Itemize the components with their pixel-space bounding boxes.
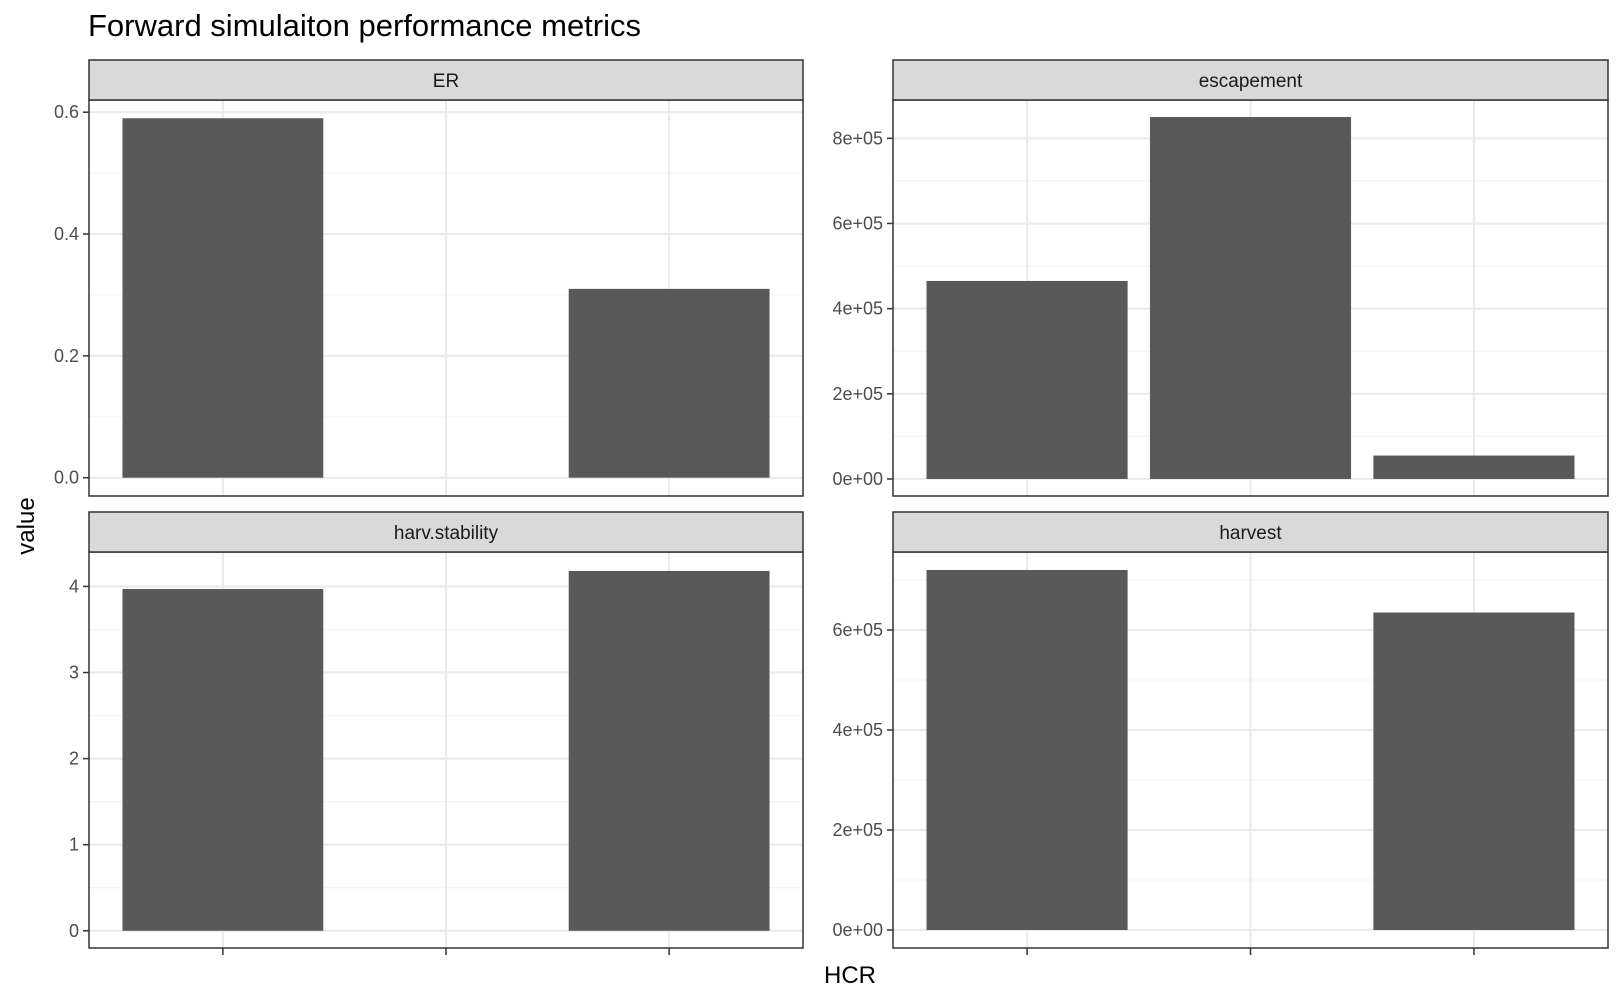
bar-escapement-1 — [926, 280, 1128, 479]
y-tick-label: 0e+00 — [832, 920, 883, 940]
y-tick-label: 4 — [69, 576, 79, 596]
y-tick-label: 2e+05 — [832, 820, 883, 840]
bar-escapement-3 — [1373, 455, 1575, 479]
bar-harv-stability-1 — [122, 589, 324, 931]
facet-harvest: 0e+00 2e+05 4e+05 6e+05 harvest — [832, 511, 1609, 955]
facet-strip-label: escapement — [1199, 71, 1303, 92]
facet-panels: 0.0 0.2 0.4 0.6 ER 0e+00 2e+05 4e+05 6e+05 8e+05 e… — [54, 59, 1609, 955]
facet-strip — [88, 511, 804, 553]
facet-strip-label: harvest — [1219, 523, 1282, 544]
facet-strip — [88, 59, 804, 101]
y-tick-label: 6e+05 — [832, 620, 883, 640]
y-tick-label: 0e+00 — [832, 469, 883, 489]
bar-escapement-2 — [1149, 117, 1352, 479]
y-axis-title: value — [13, 497, 40, 554]
chart-title: Forward simulaiton performance metrics — [88, 8, 641, 43]
y-tick-label: 0.0 — [54, 468, 79, 488]
y-tick-label: 0.6 — [54, 102, 79, 122]
y-tick-label: 6e+05 — [832, 213, 883, 233]
y-tick-label: 4e+05 — [832, 299, 883, 319]
facet-strip-label: ER — [433, 71, 459, 92]
facet-strip-label: harv.stability — [394, 523, 499, 544]
facet-strip — [892, 59, 1609, 101]
bar-harv-stability-3 — [568, 570, 770, 931]
facet-harv-stability: 0 1 2 3 4 harv.stability — [69, 511, 804, 955]
y-tick-label: 1 — [69, 835, 79, 855]
bar-er-1 — [122, 118, 324, 478]
y-tick-label: 0.4 — [54, 224, 79, 244]
y-tick-label: 4e+05 — [832, 720, 883, 740]
y-tick-label: 3 — [69, 663, 79, 683]
bar-er-3 — [568, 288, 770, 478]
y-tick-label: 2e+05 — [832, 384, 883, 404]
facet-escapement: 0e+00 2e+05 4e+05 6e+05 8e+05 escapement — [832, 59, 1609, 497]
y-tick-label: 8e+05 — [832, 128, 883, 148]
bar-harvest-1 — [926, 570, 1128, 930]
x-axis-title: HCR — [824, 962, 876, 989]
facet-strip — [892, 511, 1609, 553]
y-tick-label: 2 — [69, 749, 79, 769]
y-tick-label: 0.2 — [54, 346, 79, 366]
bar-harvest-3 — [1373, 612, 1575, 930]
y-tick-label: 0 — [69, 921, 79, 941]
facet-er: 0.0 0.2 0.4 0.6 ER — [54, 59, 804, 497]
